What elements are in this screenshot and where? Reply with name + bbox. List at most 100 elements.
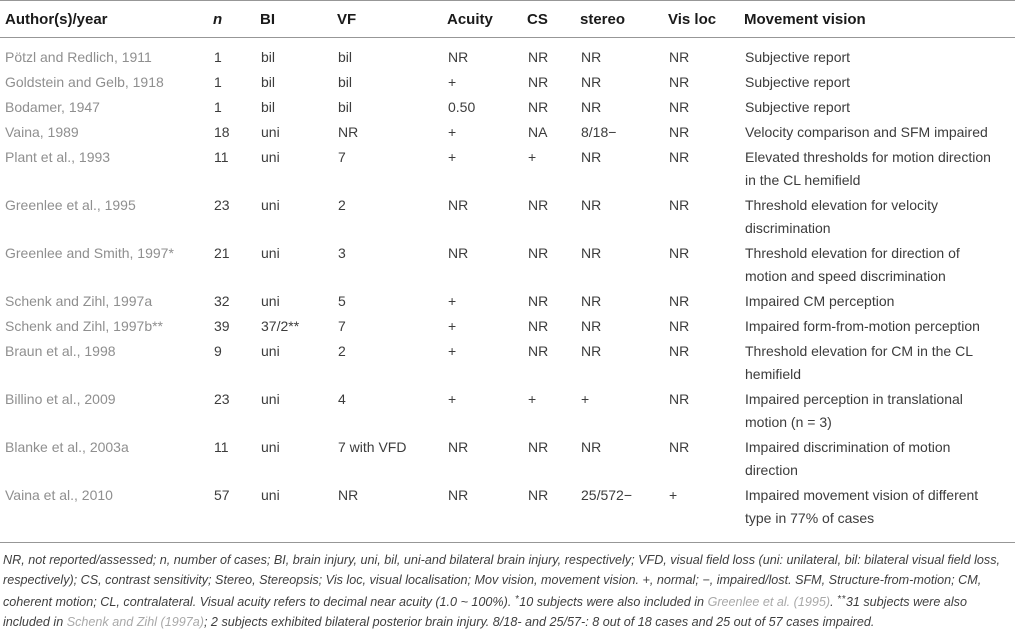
cell-cs: NR — [528, 99, 549, 115]
cell-cs: + — [528, 391, 537, 407]
cell-n: 18 — [214, 124, 230, 140]
cell-author: Bodamer, 1947 — [5, 99, 100, 115]
cell-n: 1 — [214, 99, 222, 115]
cell-movement: Impaired CM perception — [745, 293, 895, 309]
cell-author: Plant et al., 1993 — [5, 149, 111, 165]
cell-bi: bil — [261, 74, 276, 90]
cell-n: 23 — [214, 197, 230, 213]
cell-n: 9 — [214, 343, 222, 359]
cell-movement: Subjective report — [745, 99, 851, 115]
cell-acuity: + — [448, 318, 457, 334]
cell-n: 23 — [214, 391, 230, 407]
cell-visloc: NR — [669, 74, 690, 90]
cell-bi: bil — [261, 49, 276, 65]
cell-cs: NR — [528, 318, 549, 334]
cell-movement: Impaired form-from-motion perception — [745, 318, 980, 334]
cell-bi: uni — [261, 439, 280, 455]
table-row: Blanke et al., 2003a 11 uni 7 with VFD NR NR N… — [0, 435, 1015, 483]
cell-vf: 2 — [338, 197, 346, 213]
cell-visloc: NR — [669, 343, 690, 359]
column-header-author: Author(s)/year — [5, 11, 108, 28]
cell-acuity: NR — [448, 245, 469, 261]
footnote-asterisk: * — [514, 594, 520, 605]
table-row: Plant et al., 1993 11 uni 7 + + NR NR Elevated t… — [0, 145, 1015, 193]
cell-acuity: NR — [448, 439, 469, 455]
table-row: Braun et al., 1998 9 uni 2 + NR NR NR Threshold … — [0, 339, 1015, 387]
table-row: Vaina, 1989 18 uni NR + NA 8/18− NR Velocity com… — [0, 120, 1015, 145]
table-row: Schenk and Zihl, 1997b** 39 37/2** 7 + NR NR NR… — [0, 314, 1015, 339]
citation-link[interactable]: Schenk and Zihl (1997a) — [66, 615, 204, 629]
cell-visloc: NR — [669, 149, 690, 165]
cell-author: Greenlee and Smith, 1997* — [5, 245, 174, 261]
table-row: Schenk and Zihl, 1997a 32 uni 5 + NR NR NR Impai… — [0, 289, 1015, 314]
cell-stereo: NR — [581, 74, 602, 90]
cell-visloc: NR — [669, 99, 690, 115]
cell-visloc: NR — [669, 391, 690, 407]
cell-stereo: NR — [581, 149, 602, 165]
cell-stereo: NR — [581, 49, 602, 65]
cell-bi: uni — [261, 124, 280, 140]
cell-author: Greenlee et al., 1995 — [5, 197, 136, 213]
column-header-stereo: stereo — [580, 11, 626, 28]
cell-movement: Impaired discrimination of motion direct… — [745, 439, 951, 478]
cell-stereo: NR — [581, 293, 602, 309]
cell-vf: 7 — [338, 318, 346, 334]
cell-vf: 5 — [338, 293, 346, 309]
cell-movement: Threshold elevation for velocity discrim… — [745, 197, 938, 236]
cell-author: Schenk and Zihl, 1997b** — [5, 318, 163, 334]
cell-acuity: + — [448, 149, 457, 165]
footnote-text: 10 subjects were also included in — [519, 595, 708, 609]
cell-visloc: NR — [669, 318, 690, 334]
table-row: Greenlee et al., 1995 23 uni 2 NR NR NR NR Thres… — [0, 193, 1015, 241]
column-header-visloc: Vis loc — [668, 11, 717, 28]
cell-bi: uni — [261, 149, 280, 165]
cell-cs: NR — [528, 197, 549, 213]
cell-cs: + — [528, 149, 537, 165]
cell-bi: 37/2** — [261, 318, 300, 334]
cell-movement: Threshold elevation for CM in the CL hem… — [745, 343, 973, 382]
cell-author: Goldstein and Gelb, 1918 — [5, 74, 164, 90]
cell-n: 1 — [214, 49, 222, 65]
cell-movement: Elevated thresholds for motion direction… — [745, 149, 991, 188]
cell-acuity: + — [448, 391, 457, 407]
cell-vf: 7 with VFD — [338, 439, 407, 455]
cell-movement: Velocity comparison and SFM impaired — [745, 124, 988, 140]
cell-visloc: NR — [669, 197, 690, 213]
cell-cs: NR — [528, 293, 549, 309]
cell-movement: Subjective report — [745, 74, 851, 90]
citation-link[interactable]: Greenlee et al. (1995) — [707, 595, 831, 609]
cell-stereo: NR — [581, 439, 602, 455]
cell-cs: NR — [528, 49, 549, 65]
cell-n: 11 — [214, 439, 229, 455]
column-header-cs: CS — [527, 11, 548, 28]
cell-bi: uni — [261, 293, 280, 309]
cell-acuity: + — [448, 124, 457, 140]
column-header-movement: Movement vision — [744, 11, 866, 28]
footnote-text: ; 2 subjects exhibited bilateral posteri… — [203, 615, 875, 629]
table-row: Goldstein and Gelb, 1918 1 bil bil + NR NR NR Su… — [0, 70, 1015, 95]
cell-vf: bil — [338, 74, 353, 90]
cell-cs: NR — [528, 439, 549, 455]
cell-stereo: NR — [581, 99, 602, 115]
cell-bi: bil — [261, 99, 276, 115]
cell-cs: NR — [528, 245, 549, 261]
table-row: Bodamer, 1947 1 bil bil 0.50 NR NR NR Subjective… — [0, 95, 1015, 120]
cell-bi: uni — [261, 391, 280, 407]
cell-author: Schenk and Zihl, 1997a — [5, 293, 153, 309]
column-header-n: n — [213, 11, 223, 28]
cell-visloc: NR — [669, 245, 690, 261]
cell-stereo: NR — [581, 318, 602, 334]
cell-vf: 4 — [338, 391, 346, 407]
cell-cs: NR — [528, 74, 549, 90]
cell-vf: 3 — [338, 245, 346, 261]
cell-cs: NR — [528, 487, 549, 503]
cell-acuity: + — [448, 293, 457, 309]
cell-n: 39 — [214, 318, 230, 334]
cell-bi: uni — [261, 245, 280, 261]
cell-acuity: NR — [448, 487, 469, 503]
cell-vf: NR — [338, 124, 359, 140]
column-header-vf: VF — [337, 11, 357, 28]
cell-cs: NA — [528, 124, 548, 140]
column-header-acuity: Acuity — [447, 11, 493, 28]
